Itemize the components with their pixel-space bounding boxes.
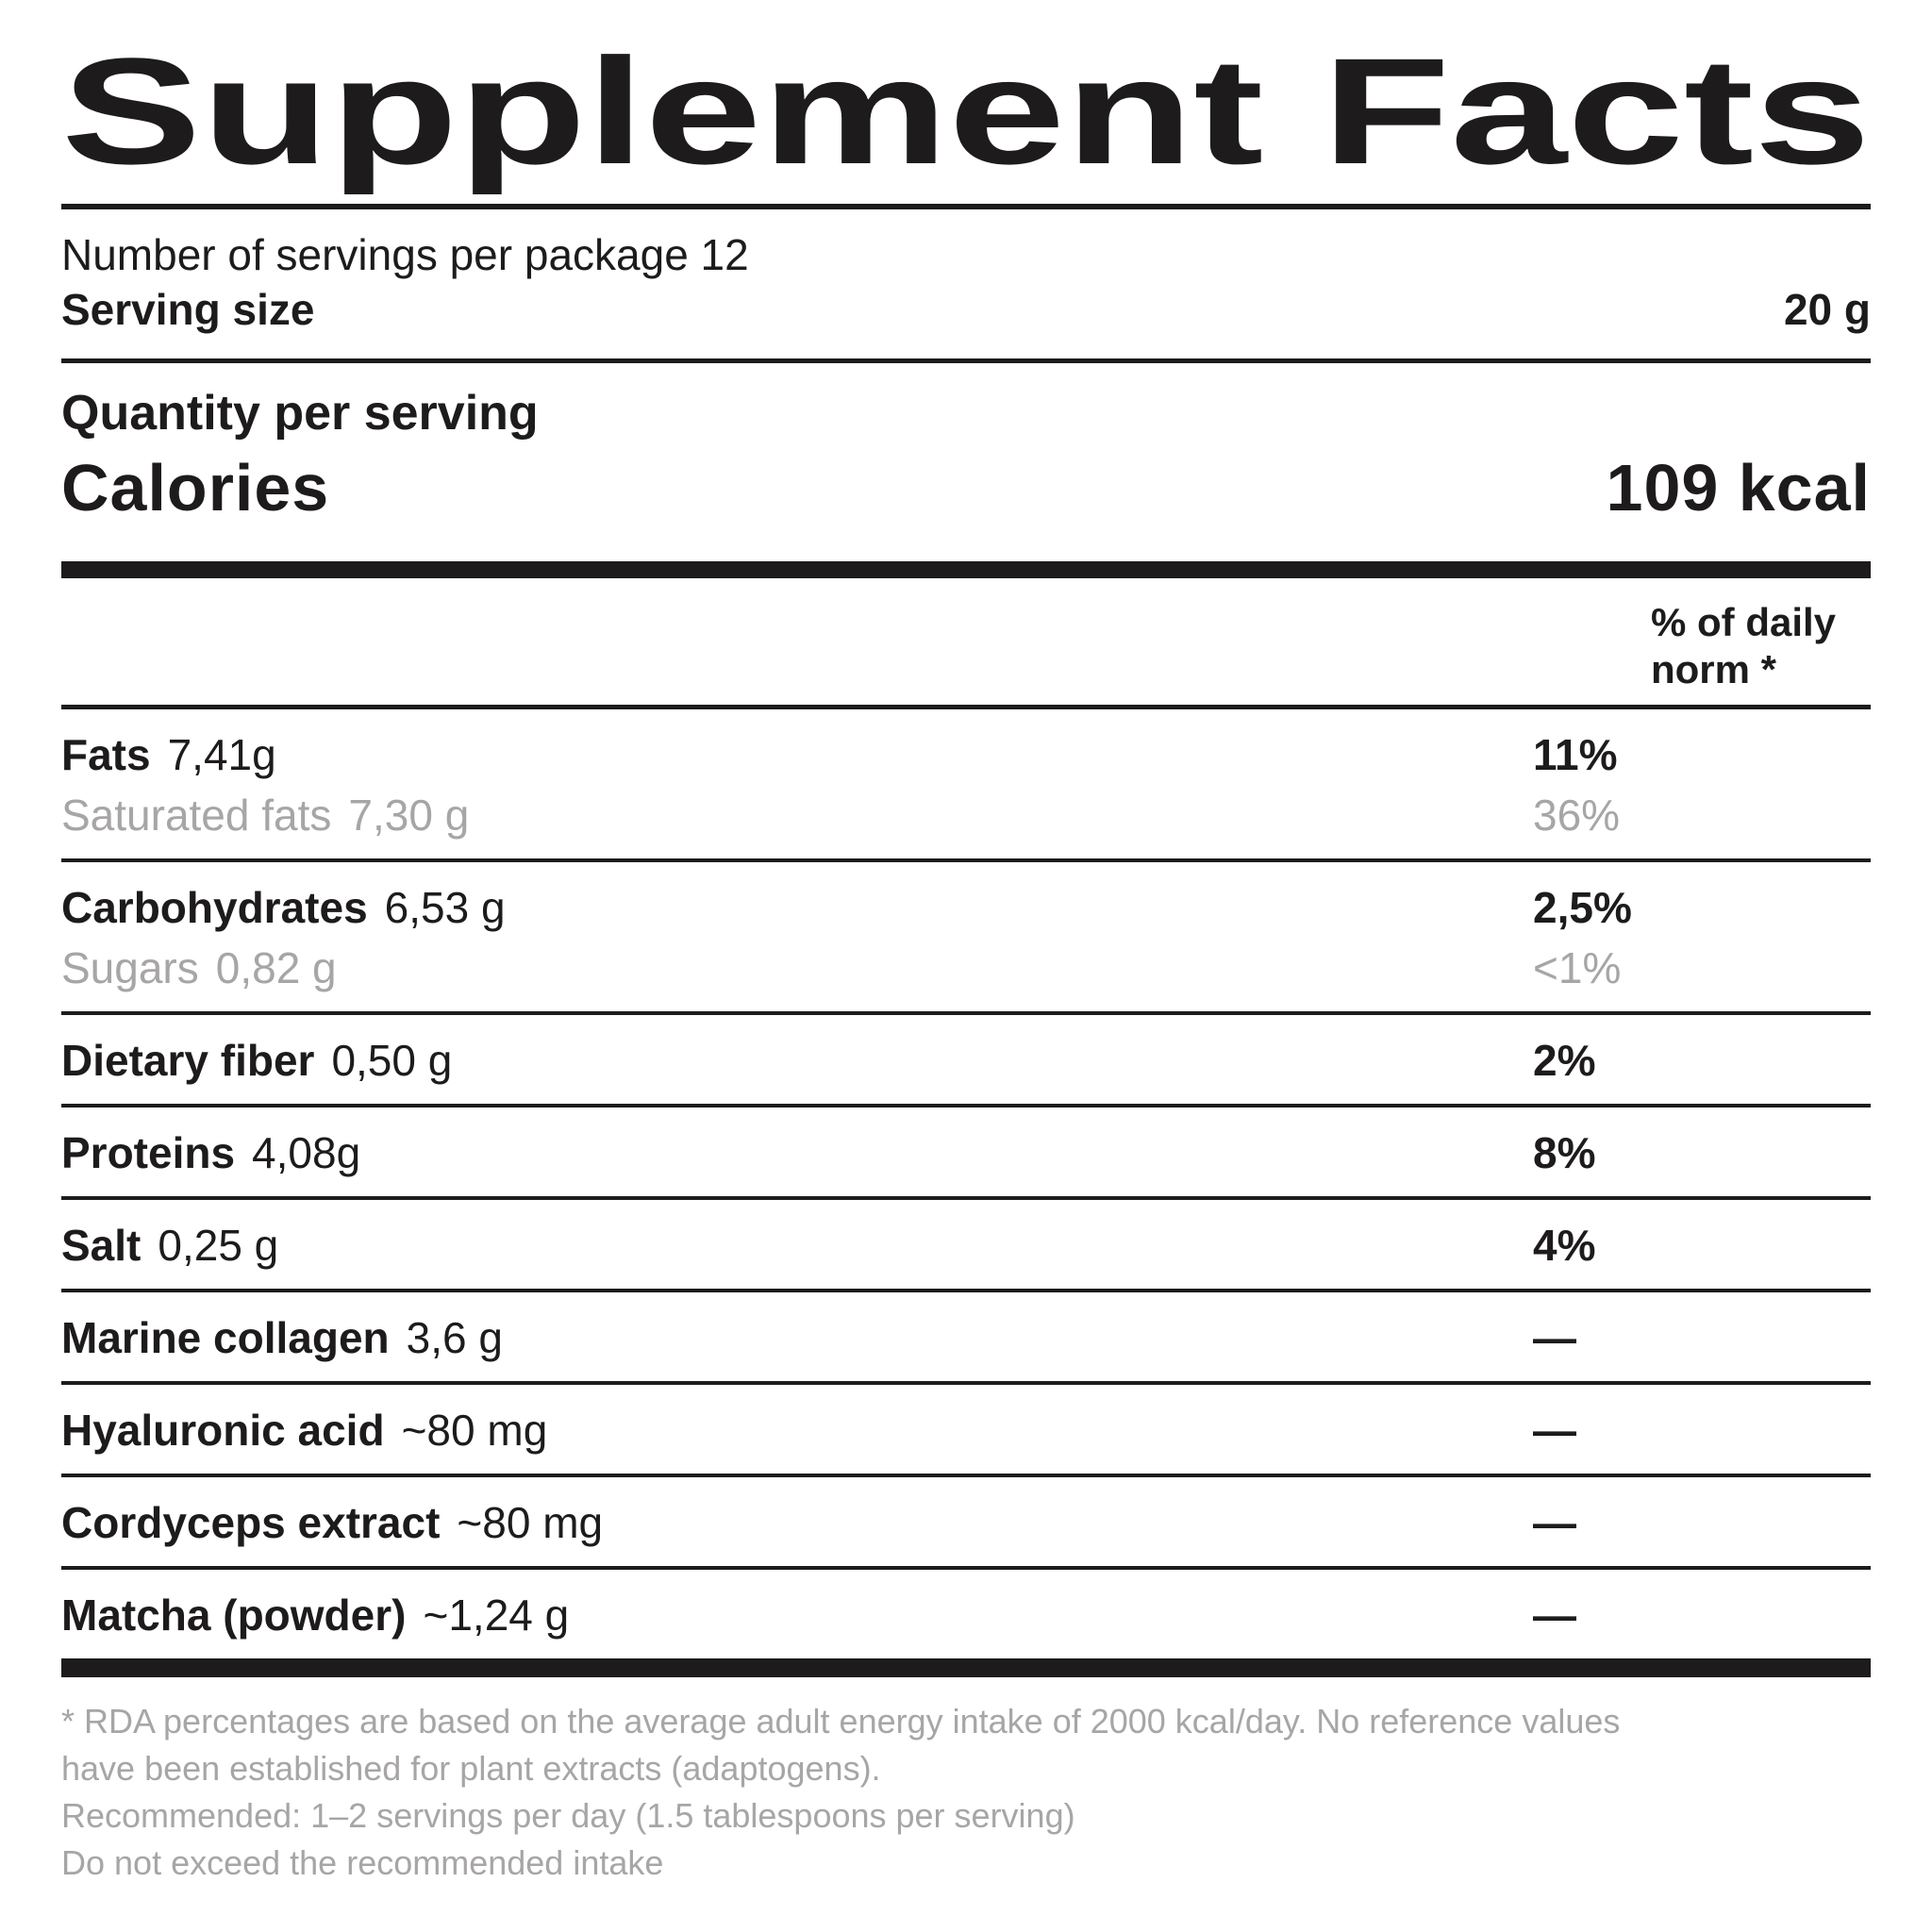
servings-per-package: Number of servings per package 12 xyxy=(61,230,749,279)
nutrient-sub-line: Sugars 0,82 g xyxy=(61,941,1533,994)
nutrient-main-line: Proteins 4,08g xyxy=(61,1126,1533,1179)
nutrient-sub-percent: <1% xyxy=(1533,943,1622,992)
nutrient-percent: — xyxy=(1533,1406,1576,1455)
thick-divider-bottom xyxy=(61,1658,1871,1677)
nutrient-amount: 3,6 g xyxy=(406,1313,503,1362)
row-divider xyxy=(61,1381,1871,1385)
nutrient-name: Hyaluronic acid xyxy=(61,1406,385,1455)
nutrient-main-line: Cordyceps extract ~80 mg xyxy=(61,1496,1533,1549)
row-divider xyxy=(61,1474,1871,1477)
row-divider xyxy=(61,1566,1871,1570)
daily-norm-column-header: % of daily norm * xyxy=(1651,600,1837,691)
nutrient-name: Proteins xyxy=(61,1128,236,1177)
nutrient-amount: ~1,24 g xyxy=(423,1591,570,1640)
nutrient-percent: 2% xyxy=(1533,1036,1596,1085)
nutrient-amount: 0,25 g xyxy=(158,1221,279,1270)
nutrient-sub-amount: 7,30 g xyxy=(348,791,470,840)
nutrient-name: Salt xyxy=(61,1221,142,1270)
nutrient-percent: 4% xyxy=(1533,1221,1596,1270)
thick-divider-top xyxy=(61,561,1871,578)
nutrient-row-matcha-powder: Matcha (powder) ~1,24 g — xyxy=(61,1570,1871,1658)
nutrient-main-line: Dietary fiber 0,50 g xyxy=(61,1034,1533,1087)
header-divider xyxy=(61,705,1871,709)
row-divider xyxy=(61,1011,1871,1015)
nutrient-name: Marine collagen xyxy=(61,1313,390,1362)
nutrient-row-salt: Salt 0,25 g 4% xyxy=(61,1200,1871,1289)
nutrient-row-marine-collagen: Marine collagen 3,6 g — xyxy=(61,1292,1871,1381)
calories-label: Calories xyxy=(61,451,330,525)
serving-size-value: 20 g xyxy=(1783,285,1871,334)
nutrient-percent: — xyxy=(1533,1498,1576,1547)
serving-size-label: Serving size xyxy=(61,285,315,334)
nutrient-amount: ~80 mg xyxy=(401,1406,548,1455)
nutrient-main-line: Fats 7,41g xyxy=(61,728,1533,781)
nutrient-row-cordyceps-extract: Cordyceps extract ~80 mg — xyxy=(61,1477,1871,1566)
nutrient-name: Carbohydrates xyxy=(61,883,368,932)
nutrient-sub-amount: 0,82 g xyxy=(215,943,337,992)
nutrient-amount: 0,50 g xyxy=(331,1036,453,1085)
page-title: Supplement Facts xyxy=(61,26,1871,194)
nutrient-name: Matcha (powder) xyxy=(61,1591,407,1640)
nutrient-percent: 2,5% xyxy=(1533,883,1632,932)
nutrient-name: Dietary fiber xyxy=(61,1036,315,1085)
footnotes: * RDA percentages are based on the avera… xyxy=(61,1698,1871,1887)
daily-norm-header-row: % of daily norm * xyxy=(61,599,1871,705)
calories-value: 109 kcal xyxy=(1606,451,1871,525)
nutrient-main-line: Salt 0,25 g xyxy=(61,1219,1533,1272)
page-title-svg: Supplement Facts xyxy=(61,26,1871,194)
footnote-recommended: Recommended: 1–2 servings per day (1.5 t… xyxy=(61,1796,1075,1835)
nutrient-sub-name: Saturated fats xyxy=(61,791,332,840)
nutrient-row-carbohydrates: Carbohydrates 6,53 g 2,5% Sugars 0,82 g <1… xyxy=(61,862,1871,1011)
nutrient-amount: 7,41g xyxy=(167,730,276,779)
nutrient-main-line: Hyaluronic acid ~80 mg xyxy=(61,1404,1533,1457)
title-divider xyxy=(61,204,1871,209)
quantity-per-serving-heading: Quantity per serving xyxy=(61,386,539,441)
nutrient-percent: 11% xyxy=(1533,730,1618,779)
row-divider xyxy=(61,1104,1871,1108)
row-divider xyxy=(61,858,1871,862)
nutrient-percent: 8% xyxy=(1533,1128,1596,1177)
nutrient-row-hyaluronic-acid: Hyaluronic acid ~80 mg — xyxy=(61,1385,1871,1474)
serving-size-row: Serving size 20 g xyxy=(61,283,1871,336)
nutrient-main-line: Carbohydrates 6,53 g xyxy=(61,881,1533,934)
row-divider xyxy=(61,1196,1871,1200)
nutrient-name: Fats xyxy=(61,730,151,779)
calories-row: Calories 109 kcal xyxy=(61,450,1871,525)
footnote-warning: Do not exceed the recommended intake xyxy=(61,1843,664,1882)
nutrient-percent: — xyxy=(1533,1591,1576,1640)
section-divider xyxy=(61,358,1871,363)
footnote-rda: * RDA percentages are based on the avera… xyxy=(61,1702,1621,1788)
nutrient-main-line: Marine collagen 3,6 g xyxy=(61,1311,1533,1364)
nutrient-percent: — xyxy=(1533,1313,1576,1362)
nutrient-main-line: Matcha (powder) ~1,24 g xyxy=(61,1589,1533,1641)
nutrient-amount: 4,08g xyxy=(252,1128,361,1177)
page-title-text: Supplement Facts xyxy=(61,26,1871,194)
nutrient-row-fats: Fats 7,41g 11% Saturated fats 7,30 g 36% xyxy=(61,709,1871,858)
row-divider xyxy=(61,1289,1871,1292)
nutrient-amount: 6,53 g xyxy=(384,883,506,932)
nutrient-amount: ~80 mg xyxy=(457,1498,604,1547)
nutrient-sub-name: Sugars xyxy=(61,943,199,992)
nutrient-row-proteins: Proteins 4,08g 8% xyxy=(61,1108,1871,1196)
nutrient-sub-percent: 36% xyxy=(1533,791,1621,840)
nutrient-row-dietary-fiber: Dietary fiber 0,50 g 2% xyxy=(61,1015,1871,1104)
nutrient-sub-line: Saturated fats 7,30 g xyxy=(61,789,1533,841)
nutrient-name: Cordyceps extract xyxy=(61,1498,441,1547)
